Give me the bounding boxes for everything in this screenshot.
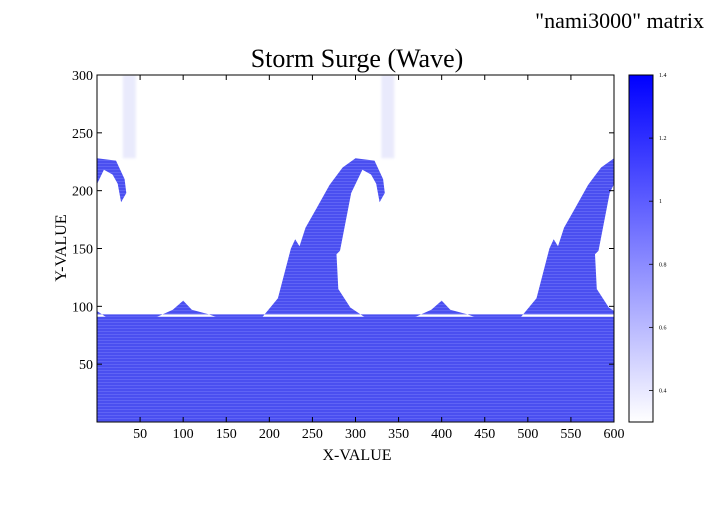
x-tick-label: 350 (388, 427, 409, 442)
x-tick-label: 150 (216, 427, 237, 442)
matrix-label: "nami3000" matrix (535, 8, 704, 33)
y-axis-label: Y-VALUE (53, 214, 70, 281)
water-body (97, 317, 614, 422)
colorbar-tick-label: 1.2 (659, 136, 667, 142)
y-tick-label: 250 (72, 127, 93, 142)
x-tick-label: 400 (431, 427, 452, 442)
x-tick-label: 600 (604, 427, 625, 442)
chart-title: Storm Surge (Wave) (251, 44, 464, 73)
y-tick-label: 100 (72, 300, 93, 315)
y-tick-label: 150 (72, 243, 93, 258)
y-tick-label: 50 (79, 358, 93, 373)
colorbar-tick-label: 1 (659, 199, 662, 205)
colorbar: 0.4 0.6 0.8 1 1.2 1.4 (629, 73, 667, 422)
y-tick-label: 200 (72, 185, 93, 200)
x-tick-label: 450 (474, 427, 495, 442)
spray-plume (381, 75, 394, 158)
colorbar-gradient (629, 75, 653, 422)
x-tick-label: 500 (517, 427, 538, 442)
x-tick-label: 50 (133, 427, 147, 442)
x-tick-label: 250 (302, 427, 323, 442)
colorbar-tick-label: 1.4 (659, 73, 667, 79)
spray-plume (123, 75, 136, 158)
colorbar-tick-label: 0.4 (659, 388, 667, 394)
x-tick-label: 300 (345, 427, 366, 442)
plot-area (0, 75, 715, 422)
x-axis-label: X-VALUE (322, 447, 391, 464)
x-tick-label: 550 (560, 427, 581, 442)
colorbar-tick-label: 0.8 (659, 262, 667, 268)
y-tick-label: 300 (72, 69, 93, 84)
x-tick-label: 200 (259, 427, 280, 442)
x-tick-label: 100 (173, 427, 194, 442)
colorbar-tick-label: 0.6 (659, 325, 667, 331)
